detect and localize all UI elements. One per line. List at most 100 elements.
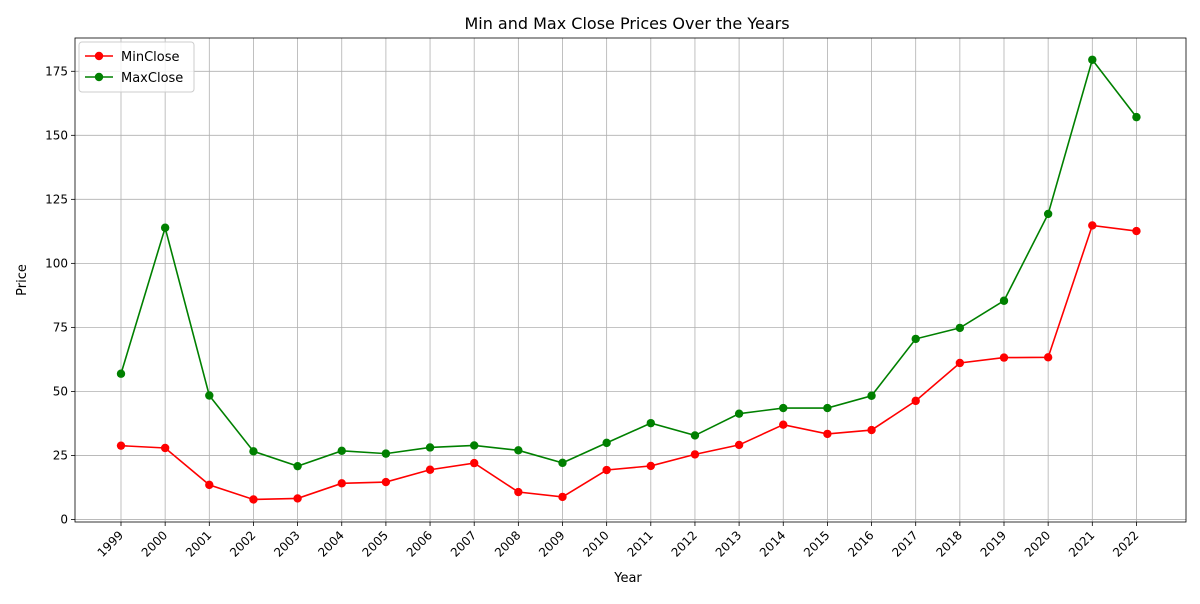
x-tick-label: 2008 [492, 528, 523, 559]
plot-area-frame [74, 37, 1187, 523]
x-tick-label: 2021 [1066, 528, 1097, 559]
legend-label: MaxClose [121, 71, 183, 86]
data-point [1088, 55, 1097, 64]
x-tick-label: 2010 [580, 528, 611, 559]
x-axis-label: Year [613, 571, 642, 586]
data-point [911, 396, 920, 406]
data-point [514, 446, 523, 455]
data-point [116, 441, 126, 450]
chart-legend: MinClose MaxClose [78, 41, 195, 93]
data-point [1043, 209, 1053, 219]
data-point [779, 420, 788, 429]
data-point [381, 449, 391, 458]
data-point [381, 477, 391, 487]
data-point [293, 494, 302, 503]
x-tick-label: 2020 [1022, 528, 1053, 559]
data-point [558, 458, 567, 468]
x-tick-label: 2016 [845, 528, 876, 559]
data-point [293, 461, 302, 471]
data-point [160, 443, 170, 453]
y-tick-label: 25 [53, 448, 68, 462]
x-tick-label: 2006 [404, 528, 435, 559]
y-axis-ticks: 0 25 50 75 100 125 150 175 [45, 64, 75, 526]
y-tick-label: 175 [45, 64, 68, 78]
series-line [120, 58, 1138, 468]
x-tick-label: 2022 [1110, 528, 1141, 559]
y-tick-label: 50 [53, 384, 68, 398]
x-tick-label: 1999 [95, 528, 126, 559]
legend-box [78, 41, 195, 93]
x-tick-label: 2015 [801, 528, 832, 559]
series-line [120, 224, 1137, 501]
data-point [425, 465, 435, 474]
legend-marker [94, 72, 104, 82]
x-tick-label: 2001 [183, 528, 214, 559]
series-minclose [116, 221, 1141, 504]
data-point [337, 446, 346, 456]
data-point [425, 443, 435, 452]
y-tick-label: 125 [45, 192, 68, 206]
y-tick-label: 100 [45, 256, 68, 270]
grid-layer [75, 38, 1186, 522]
data-point [955, 323, 965, 333]
data-point [646, 418, 655, 428]
series-maxclose [116, 55, 1141, 471]
data-point [249, 495, 258, 504]
data-point [160, 223, 170, 232]
data-point [955, 358, 965, 368]
x-tick-label: 2007 [448, 528, 479, 559]
x-tick-label: 2000 [139, 528, 170, 559]
data-point [602, 465, 611, 475]
data-point [646, 461, 655, 471]
y-axis-label: Price [15, 264, 30, 296]
x-tick-label: 2018 [933, 528, 964, 559]
x-tick-label: 2012 [669, 528, 700, 559]
x-tick-label: 2002 [227, 528, 258, 559]
x-tick-label: 2019 [978, 528, 1009, 559]
data-point [602, 438, 611, 448]
data-point [779, 403, 788, 413]
data-point [1132, 112, 1141, 122]
legend-item: MaxClose [85, 71, 183, 86]
legend-marker [94, 51, 104, 61]
data-point [249, 447, 258, 456]
x-tick-label: 2011 [624, 528, 655, 559]
data-point [690, 450, 700, 459]
data-point [999, 353, 1009, 362]
x-tick-label: 2009 [536, 528, 567, 559]
data-point [116, 369, 126, 378]
data-point [867, 391, 876, 400]
x-axis-ticks: 1999 2000 2001 2002 2003 2004 2005 2006 2007 2008… [95, 522, 1142, 560]
x-tick-label: 2005 [360, 528, 391, 559]
x-tick-label: 2017 [889, 528, 920, 559]
data-point [337, 479, 346, 488]
data-point [1088, 221, 1097, 230]
data-point [823, 429, 832, 439]
data-point [734, 440, 744, 450]
y-tick-label: 0 [60, 512, 68, 526]
data-point [999, 296, 1009, 305]
data-point [205, 391, 214, 400]
data-point [470, 458, 479, 468]
data-point [734, 409, 744, 418]
legend-label: MinClose [121, 50, 179, 65]
y-tick-label: 75 [53, 320, 68, 334]
x-tick-label: 2013 [713, 528, 744, 559]
y-tick-label: 150 [45, 128, 68, 142]
legend-item: MinClose [85, 50, 179, 65]
data-point [823, 403, 832, 413]
data-point [867, 425, 876, 435]
x-tick-label: 2014 [757, 528, 788, 559]
data-point [205, 480, 214, 490]
chart-title: Min and Max Close Prices Over the Years [464, 14, 789, 33]
series-layer [116, 55, 1141, 504]
data-point [514, 487, 523, 497]
data-point [911, 334, 920, 344]
data-point [690, 431, 700, 440]
x-tick-label: 2004 [315, 528, 346, 559]
data-point [1132, 226, 1141, 236]
x-tick-label: 2003 [271, 528, 302, 559]
data-point [470, 441, 479, 450]
